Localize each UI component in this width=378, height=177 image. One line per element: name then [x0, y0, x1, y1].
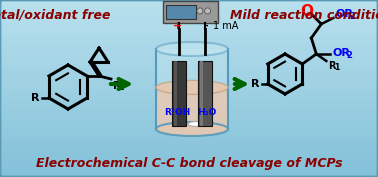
Text: R: R	[113, 81, 121, 91]
Text: H₂O: H₂O	[197, 108, 217, 117]
Bar	[174, 61, 177, 126]
Text: OR: OR	[335, 9, 353, 19]
Bar	[198, 61, 212, 126]
Circle shape	[197, 8, 203, 14]
Bar	[172, 61, 186, 126]
Ellipse shape	[156, 42, 228, 56]
Bar	[200, 61, 203, 126]
Text: 1 mA: 1 mA	[213, 21, 239, 31]
Text: R: R	[328, 61, 336, 71]
Circle shape	[204, 8, 211, 14]
Text: OR: OR	[332, 48, 350, 58]
Ellipse shape	[188, 121, 206, 127]
Bar	[163, 1, 217, 23]
Text: O: O	[300, 4, 313, 19]
Text: 1: 1	[119, 83, 124, 92]
Text: 2: 2	[346, 51, 352, 60]
Ellipse shape	[156, 80, 228, 94]
Text: Mild reaction conditions: Mild reaction conditions	[230, 9, 378, 22]
Bar	[166, 5, 196, 19]
Text: Electrochemical C-C bond cleavage of MCPs: Electrochemical C-C bond cleavage of MCP…	[36, 158, 342, 170]
Text: R: R	[31, 93, 40, 103]
Ellipse shape	[156, 122, 228, 136]
Text: +: +	[174, 21, 183, 31]
Text: -: -	[204, 21, 208, 31]
Text: 2: 2	[349, 12, 355, 21]
Text: Metal/oxidant free: Metal/oxidant free	[0, 9, 110, 22]
Text: 1: 1	[334, 63, 339, 72]
Text: R: R	[251, 79, 260, 89]
Text: R²OH: R²OH	[164, 108, 190, 117]
